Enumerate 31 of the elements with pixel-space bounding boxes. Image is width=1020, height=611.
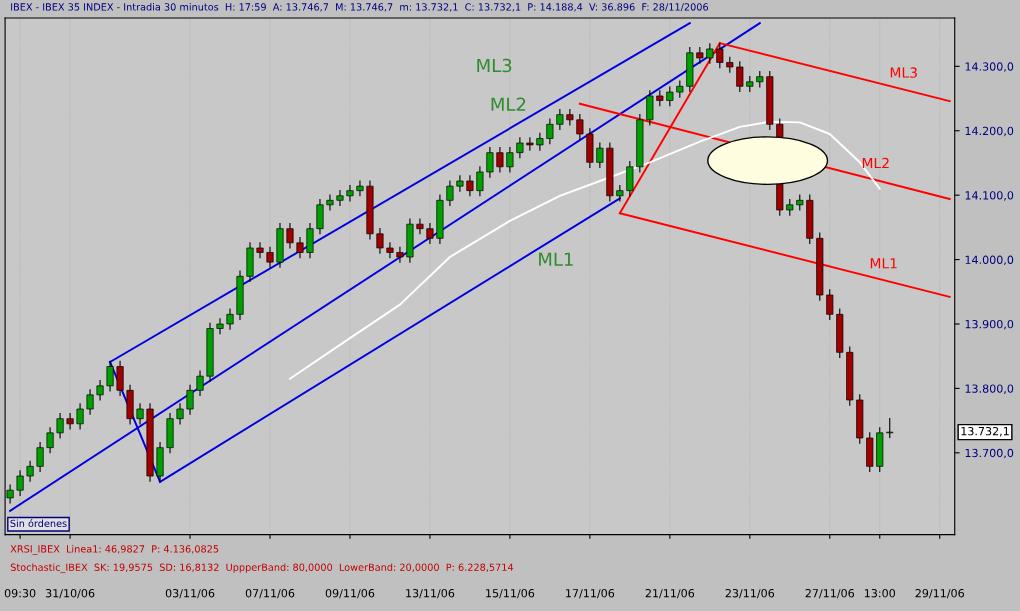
chart-title: IBEX - IBEX 35 INDEX - Intradia 30 minutos H: 17:59 A: 13.746,7 M: 13.746,7 m: 13.732,1 C: 13.732,1 P: 14.188,4 V: 36.896 F: 28/11/2006	[11, 3, 709, 12]
annotation: ML2	[491, 97, 526, 111]
text: 13.732,1	[961, 426, 1009, 437]
x-tick-label: 23/11/06	[725, 588, 775, 599]
text: Stochastic_IBEX SK: 19,9575 SD: 16,8132 UppperBand: 80,0000 LowerBand: 20,0000 P: 6.228,5714	[10, 563, 514, 574]
y-tick-label: 14.100,0	[965, 191, 1014, 201]
x-tick-label: 27/11/06	[805, 588, 855, 599]
series-label: ML3	[890, 67, 917, 78]
series-label: ML2	[862, 157, 889, 169]
x-tick-label: 29/11/06	[915, 588, 964, 599]
x-tick-label: 13/11/06	[406, 588, 455, 599]
x-tick-label: 07/11/06	[245, 588, 295, 599]
series-label: ML1	[870, 258, 897, 269]
x-tick-label: 09:30	[4, 588, 36, 598]
text: XRSI_IBEX Linea1: 46,9827 P: 4.136,0825	[10, 545, 219, 555]
x-tick-label: 13:00	[864, 588, 896, 598]
annotation: ML1	[539, 252, 573, 266]
x-tick-label: 03/11/06	[165, 588, 215, 599]
x-tick-label: 21/11/06	[645, 588, 695, 599]
x-tick-label: 09/11/06	[325, 588, 375, 599]
y-tick-label: 14.200,0	[965, 126, 1014, 137]
y-tick-label: 13.800,0	[965, 384, 1014, 394]
y-tick-label: 13.700,0	[965, 448, 1014, 459]
y-tick-label: 14.000,0	[965, 255, 1014, 266]
x-tick-label: 15/11/06	[486, 588, 535, 599]
y-tick-label: 13.900,0	[965, 319, 1014, 330]
y-tick-label: 14.300,0	[965, 62, 1014, 72]
annotation: ML3	[477, 58, 512, 73]
annotation: Sin órdenes	[10, 519, 67, 528]
x-tick-label: 31/10/06	[45, 588, 95, 599]
x-tick-label: 17/11/06	[566, 588, 615, 599]
